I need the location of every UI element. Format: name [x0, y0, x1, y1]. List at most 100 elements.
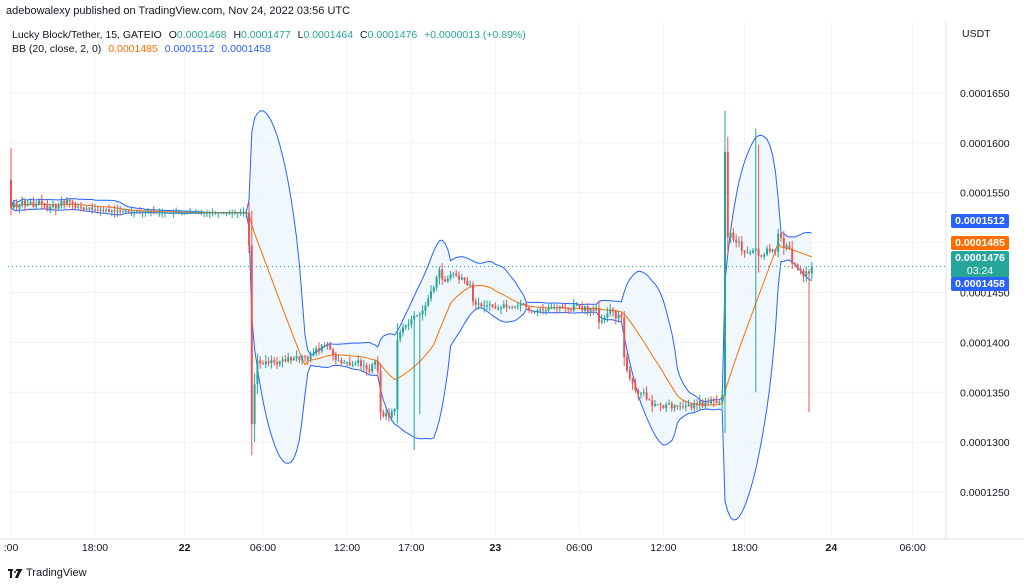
candle[interactable] [704, 397, 707, 409]
candle[interactable] [393, 408, 396, 416]
candle[interactable] [491, 304, 494, 309]
candle[interactable] [49, 203, 52, 214]
candle[interactable] [698, 394, 701, 412]
candle[interactable] [581, 301, 584, 313]
candle[interactable] [502, 300, 505, 309]
candle[interactable] [270, 355, 273, 369]
candle[interactable] [738, 236, 740, 248]
candle[interactable] [63, 199, 66, 209]
candles[interactable] [10, 110, 813, 456]
candle[interactable] [519, 299, 522, 312]
candle[interactable] [376, 356, 379, 379]
candle[interactable] [721, 389, 724, 410]
candle[interactable] [715, 395, 718, 404]
candle[interactable] [110, 208, 113, 217]
candle[interactable] [528, 306, 530, 313]
candle[interactable] [547, 304, 550, 313]
candle[interactable] [276, 356, 278, 369]
candle[interactable] [794, 261, 796, 268]
candle[interactable] [693, 399, 696, 414]
candle[interactable] [469, 280, 472, 287]
candle[interactable] [138, 206, 141, 215]
candle[interactable] [799, 265, 802, 275]
candle[interactable] [175, 207, 178, 214]
candle[interactable] [589, 307, 592, 317]
candle[interactable] [550, 302, 553, 309]
candle[interactable] [21, 196, 24, 208]
candle[interactable] [192, 211, 194, 214]
candle[interactable] [35, 200, 38, 210]
candle[interactable] [637, 388, 640, 401]
candle[interactable] [612, 306, 614, 317]
candle[interactable] [113, 205, 116, 218]
candle[interactable] [726, 136, 729, 255]
candle[interactable] [287, 352, 290, 363]
candle[interactable] [211, 208, 214, 217]
candle[interactable] [12, 201, 15, 210]
candle[interactable] [785, 242, 788, 251]
candle[interactable] [68, 198, 71, 208]
candle[interactable] [278, 360, 281, 367]
candle[interactable] [284, 355, 287, 363]
candle[interactable] [600, 314, 603, 325]
candle[interactable] [404, 324, 407, 331]
candle[interactable] [729, 228, 732, 244]
candle[interactable] [595, 303, 598, 312]
candle[interactable] [754, 128, 757, 393]
candle[interactable] [696, 399, 698, 411]
candle[interactable] [718, 400, 721, 406]
candle[interactable] [570, 308, 572, 314]
candle[interactable] [225, 212, 228, 217]
candle[interactable] [161, 208, 164, 218]
candle[interactable] [460, 274, 463, 281]
candle[interactable] [239, 208, 242, 216]
candle[interactable] [774, 248, 777, 256]
candle[interactable] [315, 345, 318, 357]
candle[interactable] [236, 211, 239, 219]
candle[interactable] [203, 212, 206, 218]
candle[interactable] [805, 266, 808, 283]
candle[interactable] [189, 207, 192, 214]
candle[interactable] [124, 208, 127, 214]
candle[interactable] [598, 300, 600, 330]
tradingview-brand[interactable]: TradingView [8, 567, 87, 579]
candle[interactable] [351, 360, 354, 368]
candle[interactable] [85, 205, 88, 211]
candle[interactable] [399, 329, 402, 343]
candle[interactable] [385, 407, 388, 421]
candle[interactable] [108, 204, 110, 213]
candle[interactable] [194, 208, 197, 214]
candle[interactable] [136, 210, 138, 214]
candle[interactable] [295, 350, 298, 362]
symbol-title[interactable]: Lucky Block/Tether, 15, GATEIO [12, 29, 162, 41]
candle[interactable] [166, 211, 169, 214]
candle[interactable] [435, 275, 438, 292]
candle[interactable] [424, 302, 427, 317]
candle[interactable] [200, 209, 203, 216]
candle[interactable] [514, 305, 516, 310]
candle[interactable] [379, 363, 382, 421]
candle[interactable] [536, 308, 539, 317]
candle[interactable] [88, 207, 91, 212]
candle[interactable] [575, 302, 578, 307]
candle[interactable] [242, 207, 245, 217]
candle[interactable] [312, 348, 315, 357]
candle[interactable] [116, 204, 119, 217]
candle[interactable] [273, 357, 276, 366]
candle[interactable] [24, 198, 26, 212]
candle[interactable] [511, 305, 514, 310]
candle[interactable] [326, 341, 329, 350]
candle[interactable] [777, 228, 780, 258]
candle[interactable] [332, 348, 334, 361]
candle[interactable] [432, 285, 435, 294]
candle[interactable] [631, 377, 634, 390]
candle[interactable] [365, 362, 368, 376]
candle[interactable] [679, 402, 682, 411]
candle[interactable] [810, 262, 813, 280]
candle[interactable] [267, 357, 270, 366]
candle[interactable] [533, 310, 536, 314]
candle[interactable] [634, 378, 637, 393]
candle[interactable] [416, 314, 418, 317]
candle[interactable] [606, 307, 609, 323]
candle[interactable] [57, 202, 60, 211]
